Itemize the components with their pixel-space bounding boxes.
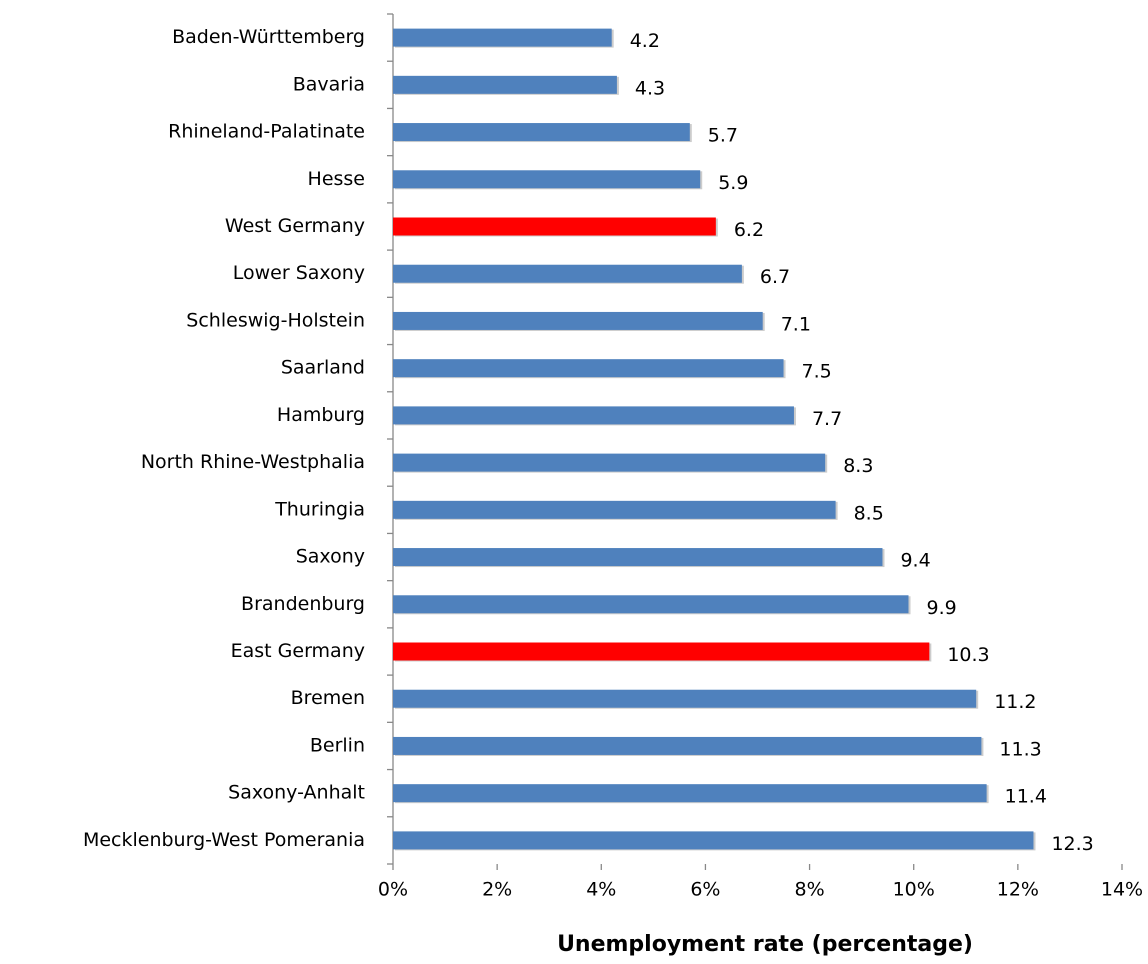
value-label: 4.3 [635,77,665,99]
value-label: 9.4 [900,550,930,572]
x-tick-label: 2% [482,879,512,901]
y-tick-label: Berlin [310,734,365,756]
y-tick-label: North Rhine-Westphalia [141,451,365,473]
y-tick-label: Baden-Württemberg [172,26,365,48]
value-label: 6.2 [734,219,764,241]
y-tick-label: Hamburg [277,404,365,426]
bar [393,75,617,94]
x-axis-title: Unemployment rate (percentage) [557,932,973,957]
x-tick-label: 14% [1101,879,1143,901]
bar [393,28,612,47]
y-tick-label: Saxony-Anhalt [228,782,365,804]
value-label: 7.1 [781,313,811,335]
value-label: 6.7 [760,266,790,288]
y-tick-label: Hesse [308,168,365,190]
y-tick-label: Bremen [291,687,365,709]
bar [393,642,930,661]
x-tick-label: 10% [893,879,935,901]
bar [393,831,1034,850]
value-label: 11.2 [994,691,1036,713]
bar [393,784,987,803]
value-label: 5.9 [718,172,748,194]
bar [393,453,826,472]
y-tick-label: Saxony [296,546,365,568]
value-label: 5.7 [708,125,738,147]
x-tick-label: 6% [690,879,720,901]
value-label: 10.3 [947,644,989,666]
value-label: 7.5 [802,361,832,383]
y-tick-label: Mecklenburg-West Pomerania [83,829,365,851]
y-tick-label: Lower Saxony [233,262,365,284]
y-tick-label: Brandenburg [241,593,365,615]
value-label: 12.3 [1051,833,1093,855]
bar [393,170,701,189]
y-tick-label: East Germany [231,640,365,662]
bar [393,548,883,567]
x-tick-label: 4% [586,879,616,901]
y-tick-label: Bavaria [293,73,365,95]
y-tick-label: Thuringia [274,498,365,520]
x-tick-label: 8% [794,879,824,901]
bar [393,359,784,378]
bar [393,123,690,142]
value-label: 11.3 [999,738,1041,760]
value-label: 7.7 [812,408,842,430]
bar [393,500,836,519]
value-label: 11.4 [1005,786,1047,808]
x-tick-label: 0% [378,879,408,901]
bar [393,736,982,755]
y-tick-label: Saarland [281,357,365,379]
bar [393,217,716,236]
y-tick-label: Rhineland-Palatinate [168,121,365,143]
bar [393,406,794,425]
value-label: 4.2 [630,30,660,52]
value-label: 9.9 [927,597,957,619]
bar [393,311,763,330]
y-tick-label: West Germany [225,215,365,237]
value-label: 8.3 [843,455,873,477]
bar [393,264,742,283]
bar [393,595,909,614]
value-label: 8.5 [854,502,884,524]
x-tick-label: 12% [997,879,1039,901]
bar [393,689,977,708]
y-tick-label: Schleswig-Holstein [186,309,365,331]
